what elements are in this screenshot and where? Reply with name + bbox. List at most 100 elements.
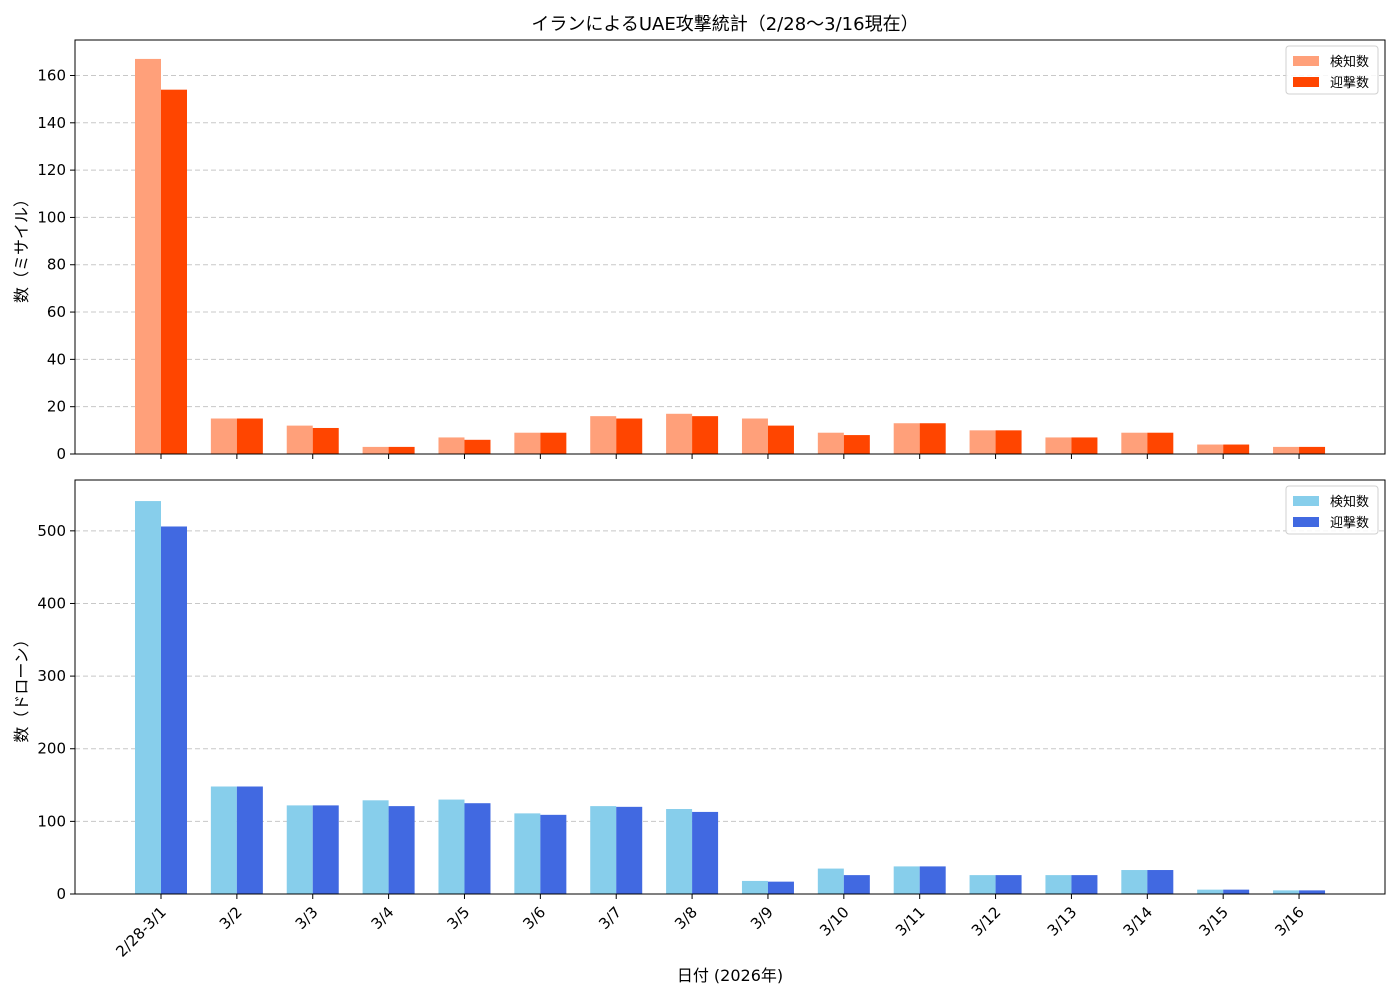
missile-y-tick-label: 40: [47, 350, 66, 368]
missile-bar-detected: [969, 430, 996, 454]
missile-bar-intercepted: [843, 435, 870, 454]
missile-bar-intercepted: [919, 423, 946, 454]
drone-y-tick-label: 400: [37, 594, 66, 612]
missile-y-tick-label: 20: [47, 398, 66, 416]
drone-bar-intercepted: [161, 526, 187, 894]
missile-bar-intercepted: [1223, 444, 1250, 454]
x-tick-label: 3/13: [1044, 903, 1081, 940]
drone-bar-intercepted: [843, 875, 870, 894]
missile-y-tick-label: 100: [37, 208, 66, 226]
x-tick-label: 3/14: [1120, 903, 1157, 940]
missile-bar-detected: [1273, 446, 1300, 454]
drone-bar-detected: [1045, 875, 1072, 894]
drone-bar-intercepted: [995, 875, 1022, 894]
x-tick-label: 3/4: [368, 903, 398, 933]
drone-bar-intercepted: [1299, 890, 1326, 894]
missile-bar-intercepted: [692, 416, 719, 454]
x-tick-label: 3/16: [1271, 903, 1308, 940]
missile-bar-detected: [135, 58, 161, 454]
drone-bar-intercepted: [1147, 870, 1174, 894]
drone-bar-detected: [362, 800, 389, 894]
drone-bar-intercepted: [540, 814, 567, 894]
missile-bar-intercepted: [1071, 437, 1098, 454]
x-tick-label: 3/9: [747, 903, 777, 933]
missile-bar-detected: [1197, 444, 1224, 454]
drone-bar-detected: [1197, 889, 1224, 894]
drone-y-tick-label: 500: [37, 522, 66, 540]
missile-plot-frame: [74, 39, 1386, 455]
x-tick-label: 3/12: [968, 903, 1005, 940]
drone-bar-intercepted: [767, 881, 794, 894]
drone-bar-detected: [741, 880, 768, 894]
chart-title: イランによるUAE攻撃統計（2/28〜3/16現在）: [531, 14, 918, 35]
missile-legend-label: 迎撃数: [1330, 75, 1369, 91]
drone-bar-detected: [135, 501, 161, 894]
x-axis-label: 日付 (2026年): [677, 966, 783, 985]
missile-bar-detected: [893, 423, 920, 454]
drone-legend-label: 検知数: [1330, 494, 1369, 510]
drone-bar-detected: [286, 805, 313, 894]
x-tick-label: 3/11: [892, 903, 929, 940]
drone-legend-swatch: [1293, 496, 1319, 506]
missile-bar-intercepted: [767, 425, 794, 454]
drone-bar-intercepted: [236, 786, 263, 894]
missile-y-tick-label: 120: [37, 161, 66, 179]
x-tick-label: 3/7: [595, 903, 625, 933]
drone-bar-intercepted: [1071, 875, 1098, 894]
drone-y-tick-label: 100: [37, 812, 66, 830]
missile-bar-detected: [362, 446, 389, 454]
missile-bar-intercepted: [1299, 446, 1326, 454]
missile-bar-detected: [590, 416, 617, 454]
drone-bar-intercepted: [616, 806, 643, 894]
drone-bar-detected: [438, 799, 465, 894]
drone-legend-label: 迎撃数: [1330, 515, 1369, 531]
drone-bar-detected: [1121, 870, 1148, 894]
missile-y-tick-label: 60: [47, 303, 66, 321]
missile-bar-intercepted: [312, 427, 339, 454]
missile-legend-swatch: [1293, 56, 1319, 66]
missile-bar-detected: [666, 413, 693, 454]
drone-bar-intercepted: [388, 806, 415, 894]
drone-y-tick-label: 0: [56, 885, 66, 903]
drone-bar-detected: [514, 813, 541, 894]
missile-bar-intercepted: [995, 430, 1022, 454]
missile-y-tick-label: 80: [47, 256, 66, 274]
missile-bar-detected: [210, 418, 237, 454]
missile-y-tick-label: 160: [37, 66, 66, 84]
drone-bar-intercepted: [464, 803, 491, 894]
missile-bar-detected: [438, 437, 465, 454]
missile-bar-intercepted: [540, 432, 567, 454]
missile-bar-intercepted: [388, 446, 415, 454]
drone-y-tick-label: 200: [37, 740, 66, 758]
missile-bar-intercepted: [464, 439, 491, 454]
x-tick-label: 3/5: [444, 903, 474, 933]
missile-y-tick-label: 0: [56, 445, 66, 463]
missile-bar-intercepted: [236, 418, 263, 454]
x-tick-label: 3/6: [519, 903, 549, 933]
missile-bar-intercepted: [1147, 432, 1174, 454]
missile-bar-detected: [1045, 437, 1072, 454]
drone-bar-detected: [590, 806, 617, 894]
x-tick-label: 3/2: [216, 903, 246, 933]
drone-bar-intercepted: [312, 805, 339, 894]
drone-bar-detected: [969, 875, 996, 894]
drone-bar-detected: [210, 786, 237, 894]
missile-bar-detected: [514, 432, 541, 454]
drone-bar-detected: [817, 868, 844, 894]
missile-y-axis-label: 数（ミサイル）: [12, 191, 31, 303]
drone-bar-detected: [893, 866, 920, 894]
drone-bar-intercepted: [919, 866, 946, 894]
drone-y-tick-label: 300: [37, 667, 66, 685]
missile-bar-detected: [1121, 432, 1148, 454]
drone-bar-intercepted: [692, 811, 719, 894]
missile-y-tick-label: 140: [37, 114, 66, 132]
missile-bar-intercepted: [161, 89, 187, 455]
x-tick-label: 3/8: [671, 903, 701, 933]
missile-legend-label: 検知数: [1330, 54, 1369, 70]
missile-bar-intercepted: [616, 418, 643, 454]
x-tick-label: 3/15: [1195, 903, 1232, 940]
drone-bar-detected: [1273, 890, 1300, 894]
drone-legend-swatch: [1293, 517, 1319, 527]
